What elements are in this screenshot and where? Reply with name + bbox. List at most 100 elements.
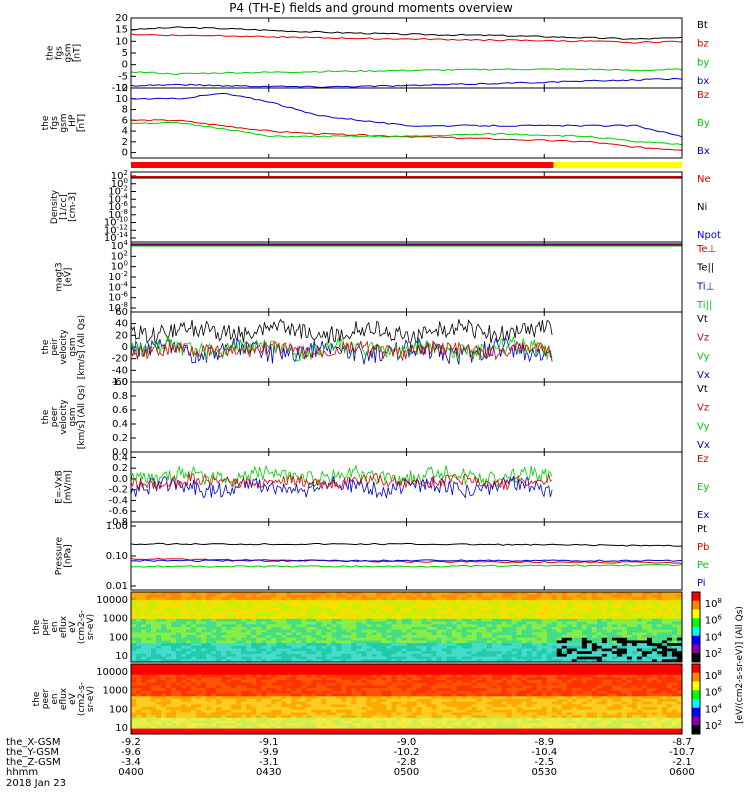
spectrogram-cell (146, 656, 152, 660)
spectrogram-cell (476, 656, 483, 660)
y-tick-label-5-3: 0.4 (112, 419, 128, 430)
spectrogram-cell (461, 616, 468, 620)
spectrogram-cell (531, 602, 538, 606)
spectrogram-cell (251, 672, 257, 676)
colorbar-step (692, 644, 700, 654)
spectrogram-cell (146, 648, 152, 652)
spectrogram-cell (416, 656, 422, 660)
spectrogram-cell (231, 672, 237, 676)
spectrogram-cell (291, 618, 297, 623)
spectrogram-cell (196, 635, 202, 639)
spectrogram-cell (596, 643, 603, 647)
spectrogram-cell (381, 656, 387, 660)
spectrogram-cell (576, 608, 583, 612)
spectrogram-cell (201, 621, 207, 625)
spectrogram-cell (396, 627, 402, 631)
spectrogram-cell (211, 664, 217, 668)
spectrogram-cell (601, 610, 608, 614)
spectrogram-cell (671, 610, 678, 614)
spectrogram-cell (266, 645, 272, 649)
spectrogram-cell (431, 616, 437, 620)
colorbar-tick-label-0-2: 104 (705, 630, 723, 643)
spectrogram-cell (406, 621, 412, 625)
spectrogram-cell (151, 594, 157, 598)
spectrogram-cell (676, 627, 683, 631)
spectrogram-cell (656, 610, 663, 614)
spectrogram-cell (516, 592, 523, 596)
spectrogram-cell (176, 640, 182, 644)
spectrogram-cell (461, 693, 468, 697)
spectrogram-cell (271, 701, 277, 705)
spectrogram-cell (276, 680, 282, 684)
spectrogram-cell (466, 605, 473, 609)
spectrogram-cell (241, 602, 247, 606)
spectrogram-cell (611, 637, 618, 641)
spectrogram-cell (156, 592, 162, 596)
spectrogram-cell (211, 648, 217, 652)
spectrogram-cell (186, 602, 192, 606)
spectrogram-cell (626, 610, 633, 614)
spectrogram-cell (451, 635, 457, 639)
spectrogram-cell (246, 707, 252, 711)
spectrogram-cell (406, 666, 412, 670)
spectrogram-cell (471, 640, 478, 644)
spectrogram-cell (556, 664, 563, 668)
spectrogram-cell (376, 674, 382, 678)
spectrogram-cell (346, 701, 352, 705)
spectrogram-cell (571, 637, 578, 641)
spectrogram-cell (601, 704, 608, 708)
spectrogram-cell (306, 635, 312, 639)
spectrogram-cell (501, 597, 508, 601)
spectrogram-cell (601, 677, 608, 681)
spectrogram-cell (246, 608, 252, 612)
spectrogram-cell (266, 629, 272, 633)
spectrogram-cell (211, 602, 217, 606)
spectrogram-cell (306, 637, 312, 641)
spectrogram-cell (271, 677, 277, 681)
spectrogram-cell (551, 651, 558, 655)
spectrogram-cell (606, 648, 613, 652)
spectrogram-cell (396, 610, 402, 614)
spectrogram-cell (396, 656, 402, 660)
spectrogram-cell (521, 592, 528, 596)
spectrogram-cell (311, 704, 317, 708)
spectrogram-cell (346, 608, 352, 612)
spectrogram-cell (306, 624, 312, 628)
spectrogram-cell (631, 669, 638, 673)
spectrogram-cell (261, 704, 267, 708)
spectrogram-cell (201, 653, 207, 658)
spectrogram-cell (176, 669, 182, 673)
spectrogram-cell (646, 613, 653, 617)
spectrogram-cell (621, 605, 628, 609)
spectrogram-cell (596, 672, 603, 676)
spectrogram-cell (371, 685, 377, 689)
spectrogram-cell (506, 637, 513, 641)
spectrogram-cell (646, 635, 653, 639)
spectrogram-cell (376, 677, 382, 681)
spectrogram-cell (221, 648, 227, 652)
spectrogram-cell (426, 624, 432, 628)
spectrogram-cell (601, 627, 608, 631)
spectrogram-cell (606, 699, 613, 703)
spectrogram-cell (596, 699, 603, 703)
spectrogram-cell (566, 656, 573, 660)
spectrogram-cell (231, 680, 237, 684)
spectrogram-cell (636, 627, 643, 631)
spectrogram-cell (626, 602, 633, 606)
spectrogram-cell (656, 645, 663, 649)
spectrogram-cell (551, 594, 558, 598)
spectrogram-cell (136, 645, 142, 649)
spectrogram-cell (346, 624, 352, 628)
spectrogram-cell (346, 648, 352, 652)
spectrogram-cell (426, 651, 432, 655)
spectrogram-cell (656, 704, 663, 708)
spectrogram-cell (591, 680, 598, 684)
x-tick-label-r3-3: 0530 (532, 767, 557, 778)
spectrogram-cell (516, 651, 523, 655)
spectrogram-cell (201, 685, 207, 689)
spectrogram-cell (331, 688, 337, 692)
spectrogram-cell (381, 693, 387, 697)
spectrogram-cell (516, 664, 523, 668)
spectrogram-cell (616, 693, 623, 697)
spectrogram-cell (506, 701, 513, 705)
